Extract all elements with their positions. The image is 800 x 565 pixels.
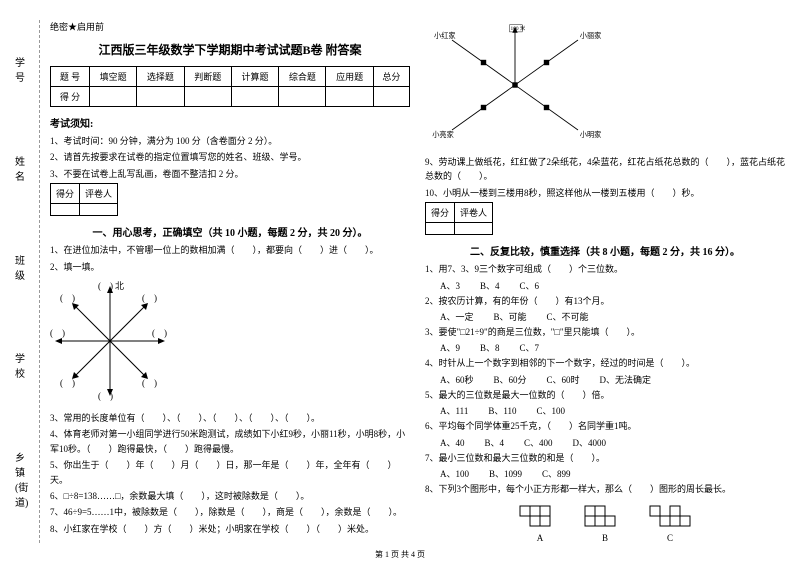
compass-diagram: ( ) 北 ( ) ( ) ( ) ( ) ( ) ( ) ( )	[50, 281, 170, 401]
shape-choices: A B	[425, 501, 785, 543]
sidebar-field: 班级	[15, 252, 34, 282]
svg-text:北: 北	[115, 281, 124, 291]
star-diagram: 100 米 小红家 小丽家 小亮家 小明家	[425, 20, 605, 150]
sidebar-field: 学校	[15, 350, 34, 380]
sidebar-field: 姓名	[15, 153, 34, 183]
svg-text:( ): ( )	[142, 378, 157, 388]
score-table: 题 号 填空题 选择题 判断题 计算题 综合题 应用题 总分 得 分	[50, 66, 410, 107]
notice-header: 考试须知:	[50, 115, 410, 130]
choices: A、111B、110C、100	[440, 404, 785, 417]
question: 4、体育老师对第一小组同学进行50米跑测试，成绩如下小红9秒，小丽11秒，小明8…	[50, 427, 410, 456]
question: 8、小红家在学校（ ）方（ ）米处；小明家在学校（ ）（ ）米处。	[50, 522, 410, 536]
svg-text:小明家: 小明家	[580, 130, 602, 139]
question: 4、时针从上一个数字到相邻的下一个数字，经过的时间是（ ）。	[425, 356, 785, 370]
choices: A、9B、8C、7	[440, 341, 785, 354]
grade-box: 得分评卷人	[425, 202, 493, 235]
question: 2、填一填。	[50, 260, 410, 274]
question: 9、劳动课上做纸花，红红做了2朵纸花，4朵蓝花，红花占纸花总数的（ ），蓝花占纸…	[425, 155, 785, 184]
right-column: 100 米 小红家 小丽家 小亮家 小明家 9、劳动课上做纸花，红红做了2朵纸花…	[425, 20, 785, 543]
section1-title: 一、用心思考，正确填空（共 10 小题，每题 2 分，共 20 分）。	[50, 224, 410, 239]
notice-line: 2、请首先按要求在试卷的指定位置填写您的姓名、班级、学号。	[50, 150, 410, 164]
notice-line: 1、考试时间：90 分钟，满分为 100 分（含卷面分 2 分）。	[50, 134, 410, 148]
shape-a-icon	[515, 501, 565, 531]
question: 7、最小三位数和最大三位数的和是（ ）。	[425, 451, 785, 465]
binding-sidebar: 学号 姓名 班级 学校 乡镇(街道)	[15, 20, 40, 543]
page-footer: 第 1 页 共 4 页	[0, 549, 800, 560]
left-column: 绝密★启用前 江西版三年级数学下学期期中考试试题B卷 附答案 题 号 填空题 选…	[50, 20, 410, 543]
question: 6、□÷8=138……□，余数最大填（ ），这时被除数是（ ）。	[50, 489, 410, 503]
table-row: 得 分	[51, 87, 410, 107]
question: 7、46÷9=5……1中，被除数是（ ），除数是（ ），商是（ ），余数是（ ）…	[50, 505, 410, 519]
choices: A、一定B、可能C、不可能	[440, 310, 785, 323]
question: 8、下列3个图形中，每个小正方形都一样大，那么（ ）图形的周长最长。	[425, 482, 785, 496]
section2-title: 二、反复比较，慎重选择（共 8 小题，每题 2 分，共 16 分）。	[425, 243, 785, 258]
svg-text:( ): ( )	[142, 293, 157, 303]
svg-text:小红家: 小红家	[434, 31, 456, 40]
question: 2、按农历计算，有的年份（ ）有13个月。	[425, 294, 785, 308]
shape-c-icon	[645, 501, 695, 531]
choices: A、60秒B、60分C、60时D、无法确定	[440, 373, 785, 386]
choices: A、100B、1099C、899	[440, 467, 785, 480]
question: 1、用7、3、9三个数字可组成（ ）个三位数。	[425, 262, 785, 276]
svg-text:小亮家: 小亮家	[432, 130, 454, 139]
question: 6、平均每个同学体重25千克，（ ）名同学重1吨。	[425, 419, 785, 433]
table-row: 题 号 填空题 选择题 判断题 计算题 综合题 应用题 总分	[51, 67, 410, 87]
notice-line: 3、不要在试卷上乱写乱画，卷面不整洁扣 2 分。	[50, 167, 410, 181]
sidebar-field: 乡镇(街道)	[15, 449, 34, 509]
question: 5、你出生于（ ）年（ ）月（ ）日，那一年是（ ）年，全年有（ ）天。	[50, 458, 410, 487]
shape-b-icon	[580, 501, 630, 531]
sidebar-field: 学号	[15, 54, 34, 84]
svg-text:小丽家: 小丽家	[580, 31, 602, 40]
svg-text:( ): ( )	[50, 328, 65, 338]
grade-box: 得分评卷人	[50, 183, 118, 216]
svg-text:( ): ( )	[60, 378, 75, 388]
question: 3、要使"□21÷9"的商是三位数，"□"里只能填（ ）。	[425, 325, 785, 339]
choices: A、40B、4C、400D、4000	[440, 436, 785, 449]
exam-title: 江西版三年级数学下学期期中考试试题B卷 附答案	[50, 41, 410, 58]
question: 5、最大的三位数是最大一位数的（ ）倍。	[425, 388, 785, 402]
svg-text:( ): ( )	[98, 391, 113, 401]
svg-text:( ): ( )	[152, 328, 167, 338]
choices: A、3B、4C、6	[440, 279, 785, 292]
svg-text:( ): ( )	[98, 281, 113, 291]
question: 1、在进位加法中，不管哪一位上的数相加满（ ），都要向（ ）进（ ）。	[50, 243, 410, 257]
question: 3、常用的长度单位有（ ）、（ ）、（ ）、（ ）、（ ）。	[50, 411, 410, 425]
svg-text:100 米: 100 米	[511, 24, 526, 32]
svg-text:( ): ( )	[60, 293, 75, 303]
secret-label: 绝密★启用前	[50, 20, 410, 33]
question: 10、小明从一楼到三楼用8秒，照这样他从一楼到五楼用（ ）秒。	[425, 186, 785, 200]
